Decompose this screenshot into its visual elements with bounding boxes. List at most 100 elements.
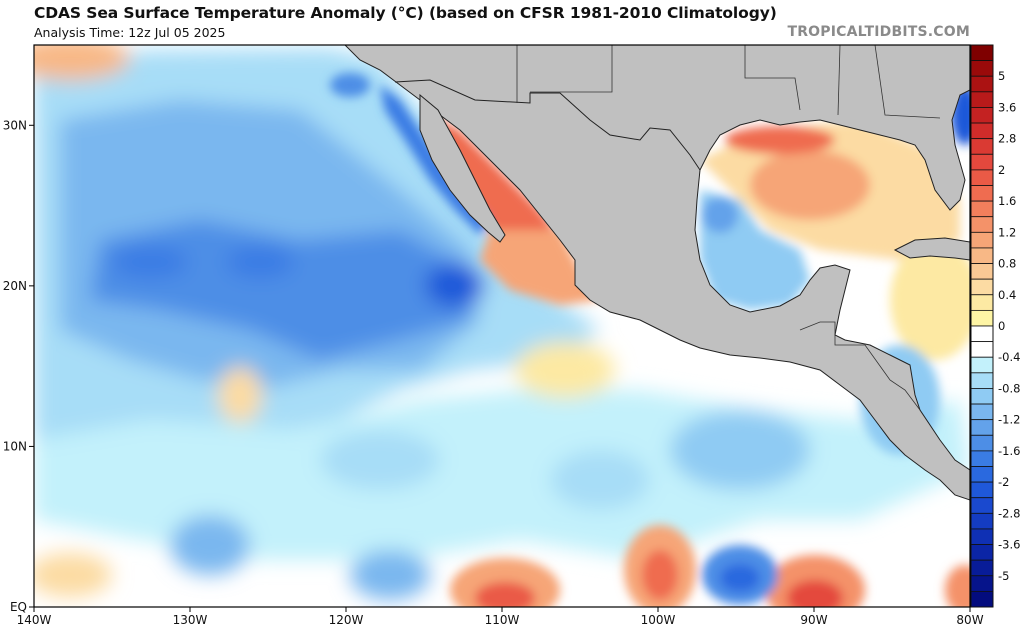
colorbar-segment [970, 466, 994, 483]
colorbar-segment [970, 559, 994, 577]
warm-patch-136w-3n [34, 553, 112, 597]
land-baja-california [419, 93, 506, 243]
cool-patch-105w-6n [550, 450, 650, 510]
colorbar-label: 3.6 [998, 100, 1016, 114]
x-tick-label: 140W [17, 613, 52, 627]
colorbar-label: -3.6 [998, 538, 1020, 552]
cold-southern-california [330, 73, 370, 97]
colorbar-segment [970, 341, 994, 358]
colorbar-segment [970, 528, 994, 545]
warm-patch-80w-1n [945, 565, 970, 607]
colorbar-label: 2.8 [998, 132, 1016, 146]
colorbar-frame [970, 44, 994, 608]
border-us-states-2 [530, 45, 613, 93]
cold-spot-pacific-mid [226, 246, 294, 278]
colorbar-segment [970, 216, 994, 233]
colorbar-segment [970, 544, 994, 561]
warm-pool-110w-core [475, 582, 535, 607]
warm-northern-gulf-coast [725, 126, 835, 154]
cold-region-pacific-deep [90, 220, 470, 360]
colorbar-segment [970, 450, 994, 467]
colorbar-segment [970, 419, 994, 436]
colorbar-segment [970, 107, 994, 124]
warm-pool-100w-core [642, 550, 678, 600]
colorbar-segment [970, 356, 994, 374]
border-us-mexico [394, 79, 701, 171]
colorbar-segment [970, 294, 994, 311]
border-us-states-5 [874, 45, 941, 119]
colorbar-label: -0.8 [998, 381, 1020, 395]
x-tick-label: 120W [329, 613, 364, 627]
anomaly-field-detail [330, 73, 970, 607]
y-tick-label: 30N [3, 118, 27, 132]
analysis-time: Analysis Time: 12z Jul 05 2025 [34, 25, 226, 40]
anomaly-field [34, 45, 970, 600]
colorbar-segment [970, 263, 994, 280]
cool-patch-125w-3n [170, 515, 250, 575]
colorbar-label: 1.6 [998, 194, 1016, 208]
colorbar-label: -2 [998, 475, 1009, 489]
colorbar-segment [970, 575, 994, 592]
colorbar-segment [970, 403, 994, 421]
colorbar-segment [970, 153, 994, 171]
colorbar-segment [970, 75, 994, 93]
colorbar-segment [970, 590, 994, 608]
cool-patch-97w-10n [670, 410, 810, 490]
y-axis: EQ 10N 20N 30N [3, 118, 34, 614]
y-tick-label: 10N [3, 439, 27, 453]
chart-title: CDAS Sea Surface Temperature Anomaly (°C… [34, 4, 777, 22]
plot-area [34, 45, 970, 607]
colorbar-label: -5 [998, 569, 1009, 583]
colorbar-label: 5 [998, 69, 1005, 83]
y-tick-label: 20N [3, 279, 27, 293]
colorbar-segment [970, 138, 994, 155]
colorbar-segment [970, 44, 994, 62]
border-us-states-3 [744, 45, 801, 111]
cold-spot-pacific-west [112, 246, 188, 278]
colorbar-label: -1.2 [998, 413, 1020, 427]
colorbar-segment [970, 60, 994, 77]
warm-mexico-coast [480, 230, 600, 305]
land-cuba [893, 237, 970, 261]
cold-pool-95w-core [720, 564, 760, 592]
colorbar-segment [970, 200, 994, 218]
cool-patch-118w-8n [320, 430, 440, 490]
border-central-america [799, 321, 921, 411]
colorbar-label: -0.4 [998, 350, 1020, 364]
x-tick-label: 110W [485, 613, 520, 627]
colorbar-label: 0 [998, 319, 1005, 333]
colorbar-segment [970, 91, 994, 108]
colorbar-label: 0.4 [998, 288, 1016, 302]
colorbar-segment [970, 372, 994, 389]
colorbar-segment [970, 247, 994, 264]
warm-gulf-of-mexico-core [750, 150, 870, 220]
warm-patch-125w-14n [218, 367, 262, 423]
colorbar-label: -2.8 [998, 506, 1020, 520]
colorbar-segment [970, 497, 994, 514]
colorbar-segment [970, 231, 994, 249]
colorbar-label: 2 [998, 163, 1005, 177]
colorbar-segment [970, 169, 994, 186]
x-tick-label: 130W [173, 613, 208, 627]
colorbar-segment [970, 481, 994, 499]
warm-caribbean [890, 240, 970, 360]
x-tick-label: 100W [641, 613, 676, 627]
border-us-states-4 [837, 45, 841, 116]
x-tick-label: 80W [956, 613, 983, 627]
colorbar-label: 0.8 [998, 257, 1016, 271]
cold-spot-offshore-baja [425, 263, 485, 307]
cold-western-gulf-core [702, 197, 738, 233]
x-axis: 140W 130W 120W 110W 100W 90W 80W [17, 607, 984, 627]
colorbar-segment [970, 309, 994, 327]
warm-patch-northwest-corner [34, 45, 130, 80]
colorbar-segment [970, 185, 994, 202]
land-masses [344, 45, 970, 501]
cool-patch-118w-1n [350, 550, 430, 600]
x-tick-label: 90W [800, 613, 827, 627]
colorbar-segment [970, 325, 994, 343]
colorbar-segment [970, 388, 994, 405]
colorbar-segment [970, 434, 994, 452]
y-tick-label: EQ [10, 600, 27, 614]
colorbar-segment [970, 512, 994, 530]
